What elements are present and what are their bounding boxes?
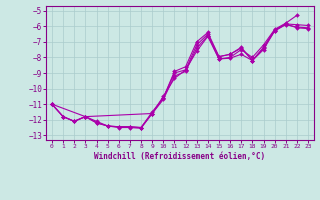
X-axis label: Windchill (Refroidissement éolien,°C): Windchill (Refroidissement éolien,°C) <box>94 152 266 161</box>
